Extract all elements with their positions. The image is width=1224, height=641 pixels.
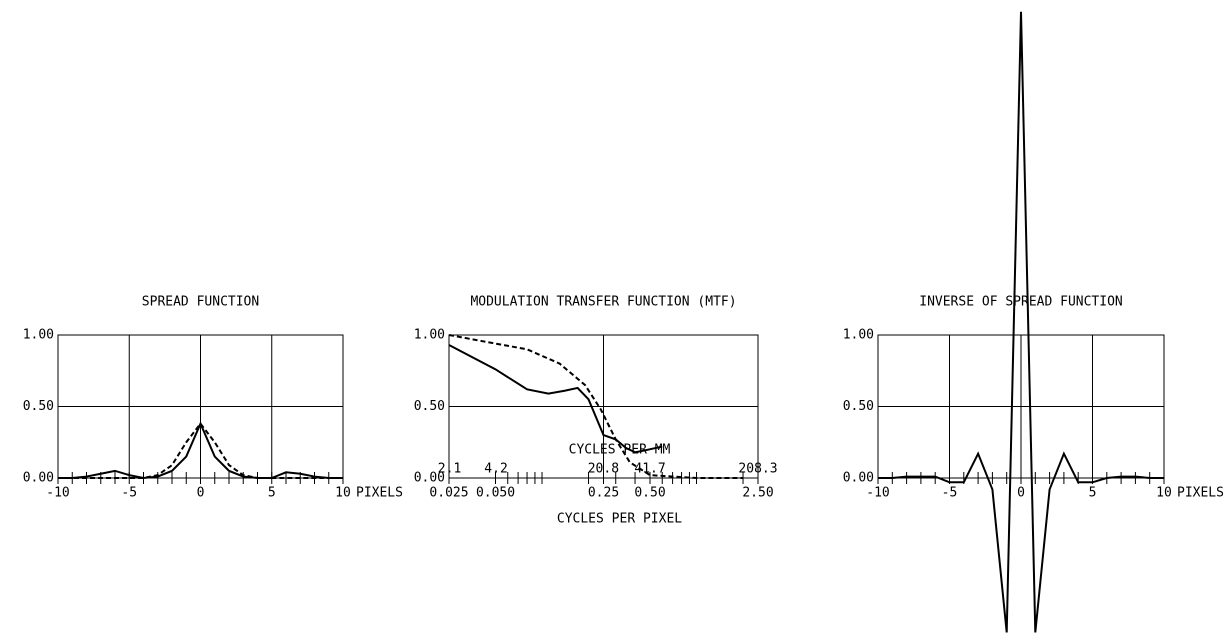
data-line <box>58 422 343 479</box>
x-axis-label: PIXELS <box>356 486 403 501</box>
y-tick-label: 0.50 <box>23 399 54 414</box>
chart-title: INVERSE OF SPREAD FUNCTION <box>919 295 1123 310</box>
x-tick-label: 0 <box>1017 486 1025 501</box>
data-line <box>448 334 744 479</box>
y-tick-label: 1.00 <box>23 328 54 343</box>
x-tick-label: 10 <box>335 486 351 501</box>
x-tick-label: 10 <box>1156 486 1172 501</box>
x-tick-label: -5 <box>942 486 958 501</box>
x-tick-label: -5 <box>121 486 137 501</box>
x-tick-label: 5 <box>1089 486 1097 501</box>
x-tick-label: 0 <box>197 486 205 501</box>
x2-tick-label: 41.7 <box>634 462 665 477</box>
x-tick-label: 0.25 <box>588 486 619 501</box>
x-tick-label: 0.025 <box>429 486 468 501</box>
data-line <box>58 421 343 480</box>
x-tick-label: 0.050 <box>476 486 515 501</box>
x-axis-label: CYCLES PER PIXEL <box>557 512 682 527</box>
x2-tick-label: 2.1 <box>438 462 461 477</box>
data-line <box>448 344 663 454</box>
x-tick-label: 5 <box>268 486 276 501</box>
chart-title: MODULATION TRANSFER FUNCTION (MTF) <box>470 295 736 310</box>
chart-title: SPREAD FUNCTION <box>142 295 259 310</box>
data-line <box>878 11 1164 633</box>
y-tick-label: 0.50 <box>414 399 445 414</box>
y-tick-label: 0.00 <box>23 471 54 486</box>
x2-axis-label: CYCLES PER MM <box>569 443 671 458</box>
x-axis-label: PIXELS <box>1177 486 1224 501</box>
y-tick-label: 0.00 <box>843 471 874 486</box>
x2-tick-label: 208.3 <box>738 462 777 477</box>
x-tick-label: -10 <box>46 486 69 501</box>
y-tick-label: 1.00 <box>414 328 445 343</box>
x2-tick-label: 20.8 <box>588 462 619 477</box>
y-tick-label: 0.50 <box>843 399 874 414</box>
x-tick-label: -10 <box>866 486 889 501</box>
y-tick-label: 1.00 <box>843 328 874 343</box>
x-tick-label: 0.50 <box>634 486 665 501</box>
x-tick-label: 2.50 <box>742 486 773 501</box>
y-tick-label: 0.00 <box>414 471 445 486</box>
x2-tick-label: 4.2 <box>484 462 507 477</box>
